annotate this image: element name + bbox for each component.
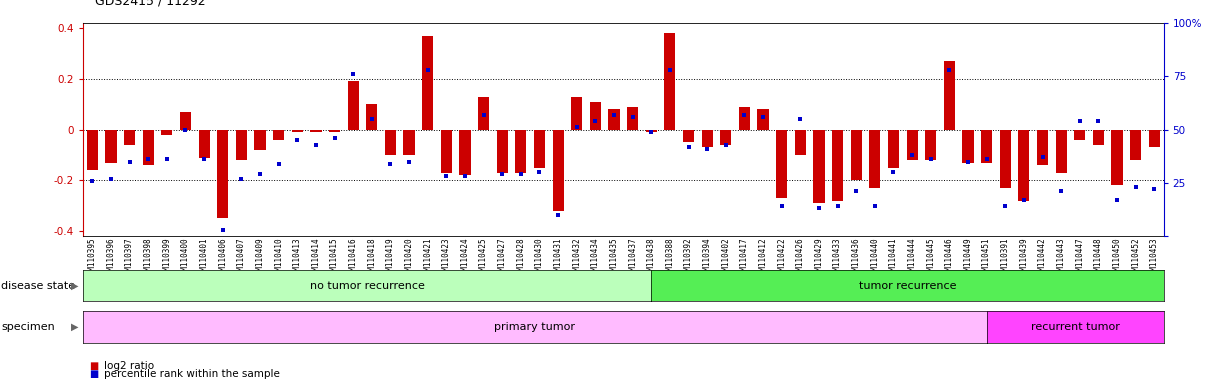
Bar	[590, 102, 601, 129]
Bar	[962, 129, 973, 162]
Bar	[477, 97, 490, 129]
Text: ■: ■	[89, 361, 99, 371]
Bar	[217, 129, 228, 218]
Bar	[757, 109, 769, 129]
Bar	[888, 129, 899, 168]
Text: tumor recurrence: tumor recurrence	[858, 280, 956, 291]
Bar	[906, 129, 918, 160]
Text: no tumor recurrence: no tumor recurrence	[310, 280, 425, 291]
Bar	[795, 129, 806, 155]
Bar	[125, 129, 136, 145]
Text: recurrent tumor: recurrent tumor	[1031, 321, 1120, 332]
Text: specimen: specimen	[1, 321, 55, 332]
Text: primary tumor: primary tumor	[495, 321, 575, 332]
Bar	[813, 129, 824, 203]
Bar	[664, 33, 675, 129]
Bar	[608, 109, 619, 129]
Bar	[702, 129, 713, 147]
Text: ▶: ▶	[71, 280, 78, 291]
Bar	[534, 129, 545, 168]
Bar	[777, 129, 788, 198]
Bar	[328, 129, 341, 132]
Text: disease state: disease state	[1, 280, 76, 291]
Bar	[441, 129, 452, 173]
Bar	[161, 129, 172, 135]
Bar	[254, 129, 266, 150]
Bar	[310, 129, 321, 132]
Bar	[553, 129, 564, 211]
Bar	[459, 129, 470, 175]
Bar	[1037, 129, 1048, 165]
Bar	[646, 129, 657, 132]
Bar	[1000, 129, 1011, 188]
Bar	[1149, 129, 1160, 147]
Bar	[515, 129, 526, 173]
Bar	[87, 129, 98, 170]
Bar	[497, 129, 508, 173]
Text: GDS2415 / 11292: GDS2415 / 11292	[95, 0, 206, 8]
Bar	[105, 129, 116, 162]
Bar	[944, 61, 955, 129]
Bar	[720, 129, 731, 145]
Text: log2 ratio: log2 ratio	[104, 361, 154, 371]
Bar	[143, 129, 154, 165]
Bar	[236, 129, 247, 160]
Bar	[385, 129, 396, 155]
Bar	[199, 129, 210, 157]
Bar	[1018, 129, 1029, 200]
Bar	[274, 129, 284, 140]
Bar	[366, 104, 377, 129]
Bar	[1111, 129, 1122, 185]
Bar	[348, 81, 359, 129]
Text: ■: ■	[89, 369, 99, 379]
Bar	[869, 129, 880, 188]
Bar	[739, 107, 750, 129]
Bar	[980, 129, 993, 162]
Bar	[292, 129, 303, 132]
Bar	[179, 112, 190, 129]
Bar	[571, 97, 582, 129]
Bar	[1093, 129, 1104, 145]
Bar	[926, 129, 937, 160]
Text: ▶: ▶	[71, 321, 78, 332]
Text: percentile rank within the sample: percentile rank within the sample	[104, 369, 280, 379]
Bar	[1131, 129, 1142, 160]
Bar	[628, 107, 639, 129]
Bar	[422, 36, 433, 129]
Bar	[1074, 129, 1085, 140]
Bar	[403, 129, 415, 155]
Bar	[683, 129, 694, 142]
Bar	[851, 129, 862, 180]
Bar	[832, 129, 844, 200]
Bar	[1055, 129, 1067, 173]
